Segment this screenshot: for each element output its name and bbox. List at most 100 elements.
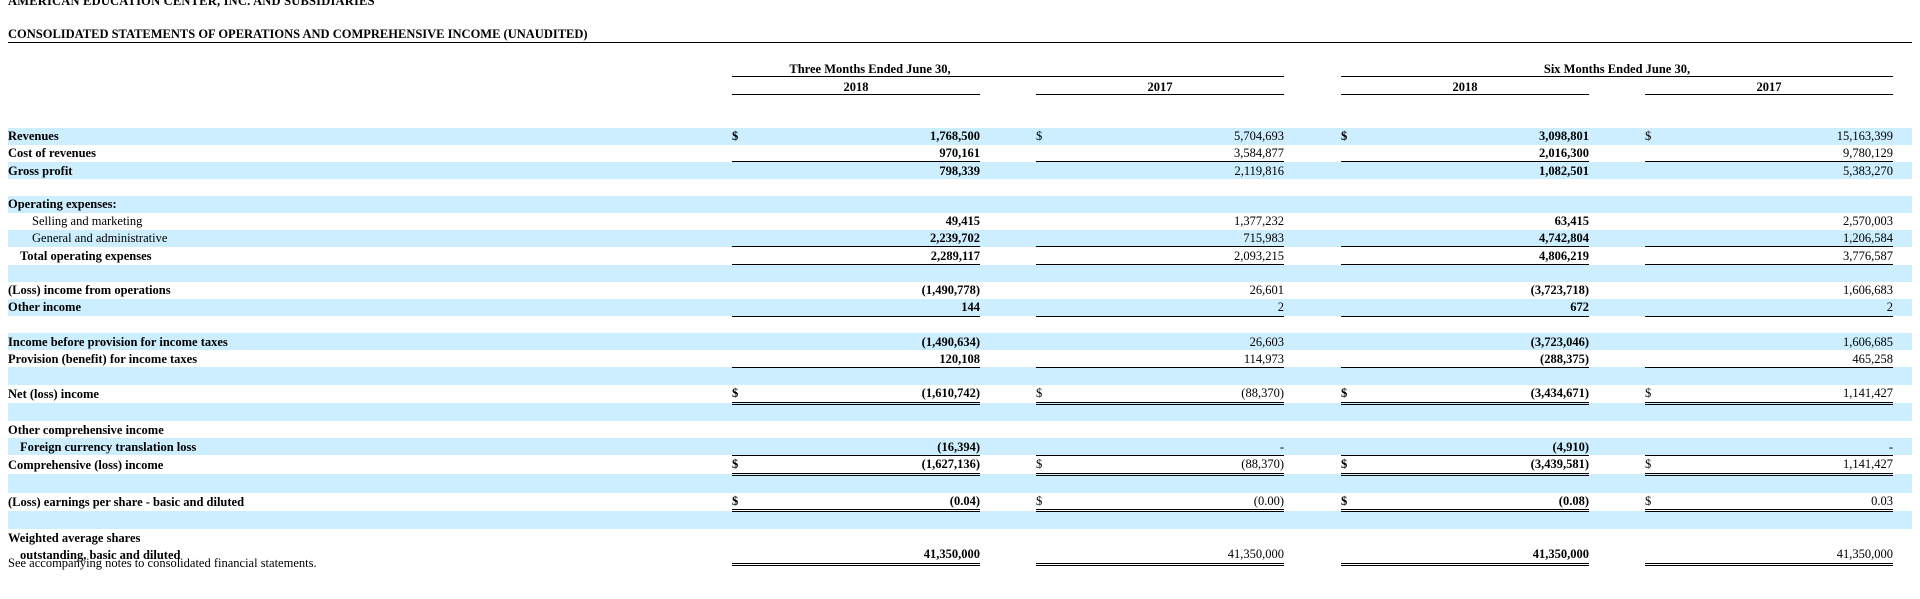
cell-value: 2,016,300 (1341, 144, 1589, 163)
table-row: Provision (benefit) for income taxes 120,… (8, 350, 1912, 368)
column-gap (1284, 385, 1341, 403)
column-gap (1893, 298, 1912, 317)
cell-value (732, 195, 980, 213)
column-gap (1589, 385, 1645, 403)
column-gap (980, 546, 1036, 564)
cell-value: $1,768,500 (732, 127, 980, 145)
cell-value: $ (3,439,581) (1341, 455, 1589, 476)
cell-value: $ (88,370) (1036, 455, 1284, 476)
table-row (8, 264, 1912, 282)
table-row: Total operating expenses 2,289,117 2,093,2… (8, 246, 1912, 266)
column-gap (1284, 213, 1341, 230)
cell-value: 715,983 (1036, 229, 1284, 248)
cell-value (1341, 179, 1589, 196)
cell-value: 970,161 (732, 144, 980, 163)
column-gap (1893, 367, 1912, 385)
cell-value: $1,141,427 (1645, 455, 1893, 476)
cell-value: - (1645, 438, 1893, 456)
dollar-sign: $ (1036, 493, 1043, 508)
cell-value (1645, 510, 1893, 530)
column-gap (980, 438, 1036, 456)
cell-value (1036, 179, 1284, 196)
dollar-sign: $ (1341, 386, 1348, 401)
column-gap (980, 247, 1036, 265)
cell-value: $1,141,427 (1645, 384, 1893, 405)
row-label-spacer (8, 179, 732, 196)
cell-value (732, 316, 980, 333)
column-gap (1589, 247, 1645, 265)
column-gap (980, 229, 1036, 247)
statement-rows: Revenues $1,768,500 $5,704,693 $3,098,801 $1… (8, 111, 1912, 566)
column-gap (1893, 179, 1912, 196)
cell-value-text: 0.03 (1871, 493, 1893, 508)
dollar-sign: $ (1645, 457, 1652, 472)
cell-value: 41,350,000 (1036, 545, 1284, 566)
cell-value (1036, 529, 1284, 546)
cell-value (732, 510, 980, 530)
dollar-sign: $ (732, 129, 739, 144)
cell-value (1036, 316, 1284, 333)
cell-value: 2 (1645, 298, 1893, 317)
column-gap (980, 195, 1036, 213)
column-gap (980, 474, 1036, 493)
dollar-sign: $ (1645, 129, 1652, 144)
cell-value (732, 403, 980, 422)
cell-value: 4,742,804 (1341, 229, 1589, 248)
column-gap (1284, 247, 1341, 265)
cell-value: 114,973 (1036, 350, 1284, 368)
cell-value: 3,776,587 (1645, 246, 1893, 266)
column-gap (1893, 421, 1912, 438)
cell-value (1341, 403, 1589, 422)
column-gap (980, 316, 1036, 333)
cell-value (1341, 421, 1589, 438)
cell-value (732, 111, 980, 128)
column-gap (1893, 493, 1912, 511)
cell-value (1645, 367, 1893, 385)
financial-statement-table: Revenues $1,768,500 $5,704,693 $3,098,801 $1… (8, 111, 1912, 566)
cell-value: 2,289,117 (732, 246, 980, 266)
row-label-income-before-provision-for-income-taxes: Income before provision for income taxes (8, 333, 732, 351)
table-row: (Loss) earnings per share - basic and di… (8, 492, 1912, 513)
column-gap (1284, 145, 1341, 162)
cell-value-text: (1,627,136) (921, 457, 980, 472)
column-gap (1893, 316, 1912, 333)
title-divider (8, 42, 1912, 43)
table-row: Other comprehensive income (8, 421, 1912, 438)
column-gap (1284, 333, 1341, 351)
column-gap (1893, 195, 1912, 213)
row-label-spacer (8, 403, 732, 422)
period-header-three-months: Three Months Ended June 30, (789, 62, 951, 76)
table-row (8, 510, 1912, 530)
row-label-weighted-average-shares: Weighted average shares (8, 530, 141, 545)
table-row: Other income 144 2 672 2 (8, 298, 1912, 317)
column-gap (1589, 195, 1645, 213)
column-gap (1893, 510, 1912, 530)
table-row: Income before provision for income taxes… (8, 333, 1912, 351)
cell-value: 2,119,816 (1036, 161, 1284, 180)
column-gap (1893, 455, 1912, 474)
cell-value-text: 3,098,801 (1539, 129, 1589, 144)
dollar-sign: $ (1036, 129, 1043, 144)
column-gap (980, 403, 1036, 422)
column-gap (980, 145, 1036, 162)
column-gap (1589, 161, 1645, 180)
cell-value: (3,723,046) (1341, 333, 1589, 351)
cell-value-text: (0.04) (949, 493, 980, 508)
cell-value-text: 1,768,500 (930, 129, 980, 144)
cell-value (1036, 510, 1284, 530)
column-gap (1893, 111, 1912, 128)
column-gap (1893, 438, 1912, 456)
cell-value: 3,584,877 (1036, 144, 1284, 163)
cell-value-text: (0.08) (1558, 493, 1589, 508)
row-label-foreign-currency-translation-loss: Foreign currency translation loss (8, 438, 732, 456)
cell-value: 26,603 (1036, 333, 1284, 351)
cell-value: 465,258 (1645, 350, 1893, 368)
cell-value: 49,415 (945, 214, 980, 229)
dollar-sign: $ (732, 457, 739, 472)
row-label-spacer (8, 474, 732, 493)
column-gap (1284, 403, 1341, 422)
year-header-3m-2017: 2017 (1147, 80, 1173, 94)
column-gap (1589, 403, 1645, 422)
cell-value-text: (3,439,581) (1530, 457, 1589, 472)
table-row: Gross profit 798,339 2,119,816 1,082,501 5,3… (8, 161, 1912, 180)
